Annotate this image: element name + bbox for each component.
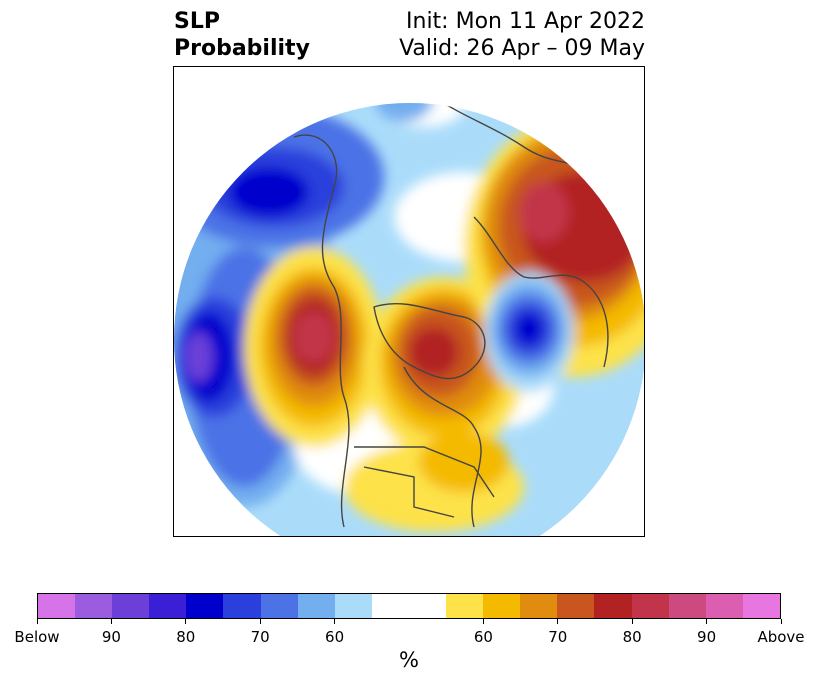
colorbar-tick — [334, 619, 336, 624]
map-title: SLP Probability — [174, 8, 310, 62]
colorbar-tick — [557, 619, 559, 624]
colorbar-cell — [631, 594, 669, 618]
title-line-2: Probability — [174, 36, 310, 61]
map-canvas — [174, 103, 644, 536]
colorbar-tick-label: 70 — [250, 628, 270, 646]
valid-date: Valid: 26 Apr – 09 May — [399, 36, 645, 61]
probability-map — [173, 66, 645, 537]
init-date: Init: Mon 11 Apr 2022 — [406, 9, 645, 34]
colorbar-cell — [742, 594, 780, 618]
colorbar-tick-label: 60 — [325, 628, 345, 646]
colorbar-cell — [75, 594, 113, 618]
colorbar-tick-label: 70 — [548, 628, 568, 646]
colorbar-cell — [594, 594, 632, 618]
probability-colorbar — [37, 593, 781, 619]
colorbar-unit: % — [399, 648, 419, 672]
title-line-1: SLP — [174, 9, 220, 34]
colorbar-tick — [185, 619, 187, 624]
colorbar-tick — [482, 619, 484, 624]
map-dates: Init: Mon 11 Apr 2022 Valid: 26 Apr – 09… — [399, 8, 645, 62]
colorbar-tick-label: 90 — [697, 628, 717, 646]
colorbar-tick-label: Above — [757, 628, 805, 646]
colorbar-cell — [260, 594, 298, 618]
colorbar-cell — [112, 594, 150, 618]
colorbar-cell — [483, 594, 521, 618]
colorbar-tick-label: 80 — [622, 628, 642, 646]
probability-field — [174, 103, 644, 536]
colorbar-tick-label: 60 — [473, 628, 493, 646]
colorbar-cell — [297, 594, 335, 618]
colorbar-tick-label: 80 — [176, 628, 196, 646]
colorbar-cell — [334, 594, 372, 618]
colorbar-cell — [186, 594, 224, 618]
colorbar-tick-label: Below — [14, 628, 60, 646]
colorbar-cell — [520, 594, 558, 618]
colorbar-tick — [631, 619, 633, 624]
colorbar-tick — [36, 619, 38, 624]
colorbar-cell — [446, 594, 484, 618]
colorbar-tick — [706, 619, 708, 624]
colorbar-cell — [557, 594, 595, 618]
colorbar-tick-label: 90 — [101, 628, 121, 646]
colorbar-cell — [408, 594, 447, 618]
colorbar-cell — [705, 594, 743, 618]
colorbar-cell — [149, 594, 187, 618]
colorbar-tick — [780, 619, 782, 624]
colorbar-cell — [371, 594, 409, 618]
colorbar-cell — [223, 594, 261, 618]
colorbar-ticks — [36, 619, 782, 629]
colorbar-cell — [38, 594, 76, 618]
colorbar-tick — [259, 619, 261, 624]
colorbar-tick — [110, 619, 112, 624]
colorbar-cell — [668, 594, 706, 618]
